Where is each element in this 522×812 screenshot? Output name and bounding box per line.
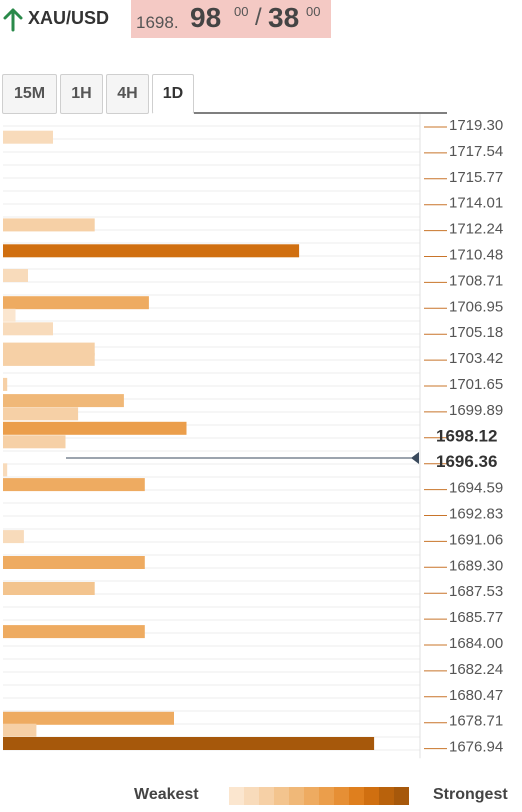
- confluence-bar: [3, 711, 174, 725]
- tick-label: 1691.06: [449, 531, 503, 548]
- quote-header: XAU/USD 1698. 98 00 / 38 00: [0, 0, 522, 38]
- legend-swatch: [394, 787, 409, 805]
- tick-label: 1685.77: [449, 609, 503, 626]
- tick-label: 1696.36: [436, 452, 497, 471]
- legend-swatch: [259, 787, 274, 805]
- tick-label: 1701.65: [449, 376, 503, 393]
- current-price-marker: [411, 451, 419, 464]
- confluence-bar: [3, 556, 145, 569]
- tick-label: 1699.89: [449, 402, 503, 419]
- strength-legend: Weakest Strongest: [0, 780, 522, 810]
- tick-label: 1717.54: [449, 143, 503, 160]
- tab-15m[interactable]: 15M: [2, 74, 57, 114]
- tab-1d[interactable]: 1D: [152, 74, 194, 114]
- confluence-bar: [3, 352, 95, 366]
- confluence-bar: [3, 463, 8, 477]
- tick-label: 1684.00: [449, 635, 503, 652]
- arrow-up-icon: [3, 8, 23, 32]
- confluence-bar: [3, 394, 124, 408]
- legend-swatch: [304, 787, 319, 805]
- confluence-bar: [3, 322, 53, 336]
- confluence-bar: [3, 625, 145, 639]
- confluence-bar: [3, 269, 28, 282]
- tab-1h[interactable]: 1H: [60, 74, 103, 114]
- tick-label: 1714.01: [449, 195, 503, 212]
- confluence-bar: [3, 218, 95, 232]
- tick-label: 1680.47: [449, 687, 503, 704]
- tick-label: 1719.30: [449, 117, 503, 134]
- legend-gradient: [229, 787, 409, 805]
- quote-separator: /: [255, 4, 262, 31]
- tick-label: 1689.30: [449, 557, 503, 574]
- tick-label: 1682.24: [449, 661, 503, 678]
- confluence-bar: [3, 308, 16, 322]
- confluence-bar: [3, 530, 24, 544]
- bid-superscript: 00: [234, 4, 249, 19]
- tick-label: 1694.59: [449, 480, 503, 497]
- confluence-bar: [3, 296, 149, 310]
- legend-swatch: [274, 787, 289, 805]
- ask-main: 38: [268, 2, 300, 33]
- legend-swatch: [364, 787, 379, 805]
- legend-swatch: [244, 787, 259, 805]
- tick-label: 1712.24: [449, 221, 503, 238]
- tick-label: 1678.71: [449, 713, 503, 730]
- legend-swatch: [349, 787, 364, 805]
- confluence-bar: [3, 377, 8, 391]
- tick-label: 1715.77: [449, 169, 503, 186]
- confluence-bar: [3, 244, 300, 258]
- legend-swatch: [229, 787, 244, 805]
- tick-label: 1708.71: [449, 272, 503, 289]
- legend-strongest-label: Strongest: [433, 786, 508, 803]
- tick-label: 1703.42: [449, 350, 503, 367]
- bid-prefix: 1698.: [136, 13, 179, 32]
- bid-main: 98: [190, 2, 222, 33]
- symbol-label: XAU/USD: [28, 8, 110, 28]
- tick-label: 1698.12: [436, 426, 497, 445]
- confluence-bar: [3, 407, 79, 421]
- tick-label: 1692.83: [449, 505, 503, 522]
- tick-label: 1710.48: [449, 246, 503, 263]
- tab-4h[interactable]: 4H: [106, 74, 149, 114]
- legend-swatch: [319, 787, 334, 805]
- confluence-bar: [3, 723, 37, 737]
- confluence-bar: [3, 421, 187, 435]
- confluence-chart: 1719.30 1717.54 1715.77 1714.01 1712.24 1710.…: [3, 112, 503, 759]
- confluence-bar: [3, 478, 145, 492]
- tick-label: 1705.18: [449, 324, 503, 341]
- confluence-bar: [3, 130, 53, 144]
- confluence-bar: [3, 582, 95, 595]
- confluence-bar: [3, 342, 95, 356]
- tick-label: 1676.94: [449, 739, 503, 756]
- ask-superscript: 00: [306, 4, 321, 19]
- confluence-bar: [3, 737, 375, 750]
- confluence-bar: [3, 435, 66, 449]
- legend-swatch: [289, 787, 304, 805]
- legend-swatch: [379, 787, 394, 805]
- tick-label: 1706.95: [449, 298, 503, 315]
- price-quote: 1698. 98 00 / 38 00: [131, 0, 331, 38]
- tick-label: 1687.53: [449, 583, 503, 600]
- legend-swatch: [334, 787, 349, 805]
- legend-weakest-label: Weakest: [134, 786, 199, 803]
